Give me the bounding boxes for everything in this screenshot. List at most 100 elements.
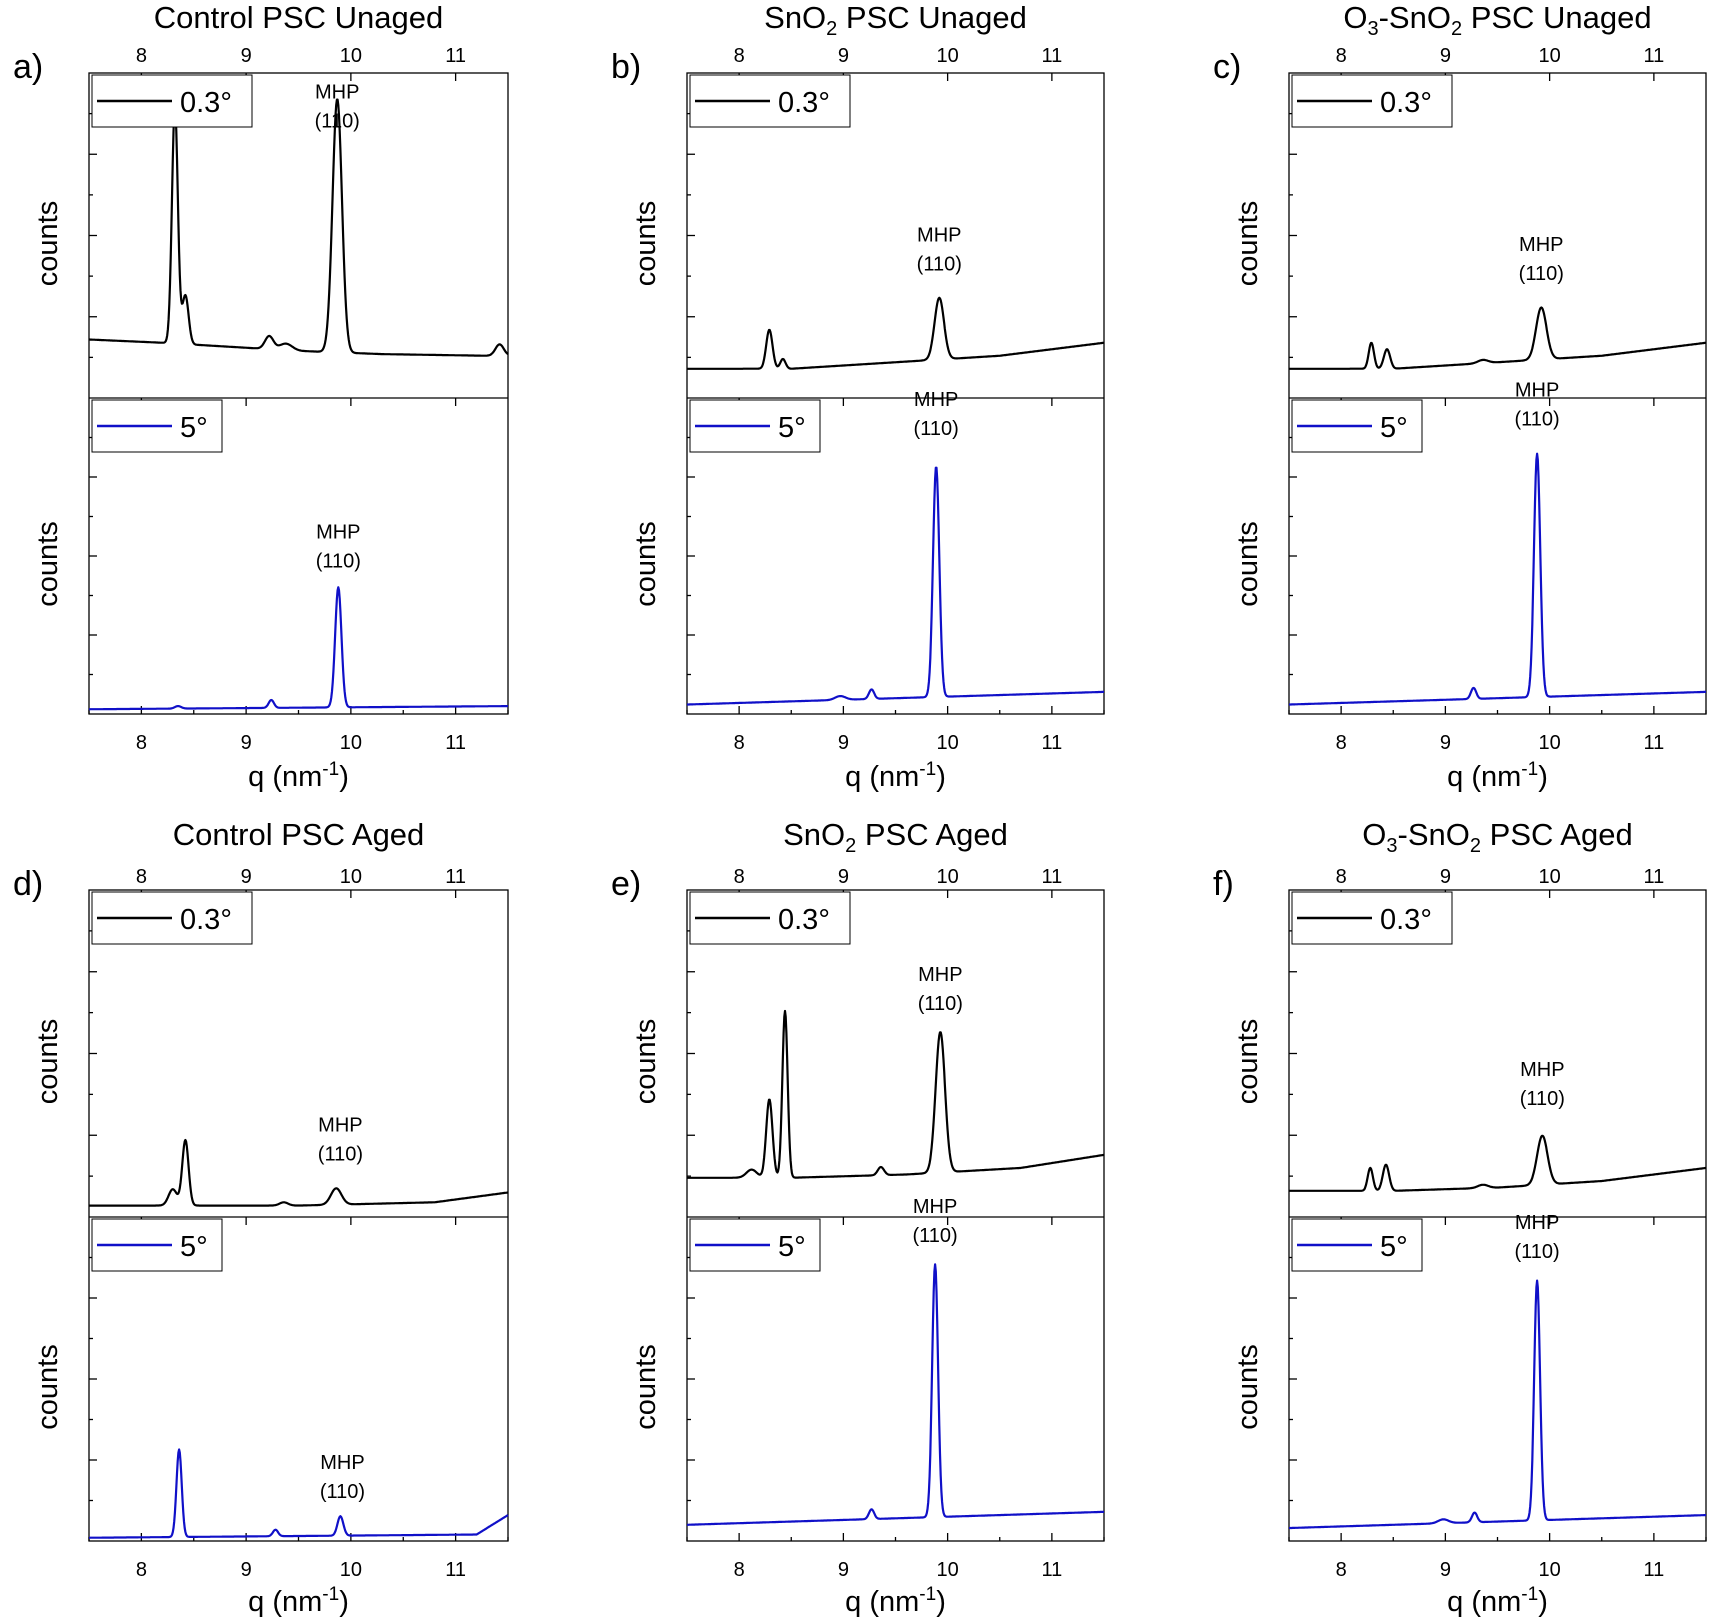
subplot-5deg: counts 5° MHP (110) xyxy=(1232,1212,1707,1530)
legend: 5° xyxy=(91,399,223,453)
legend: 5° xyxy=(91,1218,223,1272)
x-tick-label-bottom: 10 xyxy=(937,1559,959,1581)
panel-letter: d) xyxy=(13,865,43,903)
x-tick-label-top: 10 xyxy=(340,45,362,67)
x-tick-label-top: 8 xyxy=(734,866,745,888)
x-tick-label-top: 9 xyxy=(241,866,252,888)
y-axis-label: counts xyxy=(1232,1019,1264,1104)
series-line-5deg xyxy=(1288,452,1707,706)
subplot-5deg: counts 5° MHP (110) xyxy=(1232,379,1707,706)
peak-annotation-index: (110) xyxy=(914,418,959,440)
x-tick-label-bottom: 10 xyxy=(1539,732,1561,754)
plot-frame xyxy=(686,889,1105,1542)
x-tick-label-top: 10 xyxy=(937,45,959,67)
subplot-5deg: counts 5° MHP (110) xyxy=(32,1218,509,1539)
y-axis-label: counts xyxy=(630,201,662,286)
y-axis-label: counts xyxy=(1232,201,1264,286)
y-axis-label: counts xyxy=(630,1019,662,1104)
panel-letter: f) xyxy=(1213,865,1234,903)
x-tick-label-top: 8 xyxy=(136,866,147,888)
peak-annotation: MHP xyxy=(315,81,359,103)
x-tick-label-bottom: 10 xyxy=(1539,1559,1561,1581)
series-line-0p3deg xyxy=(88,1138,509,1207)
x-tick-label-bottom: 9 xyxy=(241,1559,252,1581)
legend-label: 5° xyxy=(778,1231,806,1263)
series-line-0p3deg xyxy=(88,98,509,357)
legend: 0.3° xyxy=(91,74,253,128)
x-tick-label-top: 9 xyxy=(838,45,849,67)
plot-frame xyxy=(1288,889,1707,1542)
series-line-0p3deg xyxy=(1288,306,1707,370)
x-tick-label-bottom: 10 xyxy=(340,1559,362,1581)
peak-annotation-index: (110) xyxy=(917,253,962,275)
x-tick-label-bottom: 9 xyxy=(1440,1559,1451,1581)
series-line-0p3deg xyxy=(1288,1134,1707,1192)
panel-d: d) Control PSC Aged 8 8 9 9 10 10 11 11 q (nm-1) co… xyxy=(13,817,509,1617)
peak-annotation-index: (110) xyxy=(315,110,360,132)
x-tick-label-top: 11 xyxy=(1643,866,1664,888)
y-axis-label: counts xyxy=(630,521,662,606)
peak-annotation: MHP xyxy=(1519,234,1563,256)
peak-annotation: MHP xyxy=(918,964,962,986)
series-line-5deg xyxy=(686,466,1105,706)
peak-annotation: MHP xyxy=(318,1114,362,1136)
x-tick-label-bottom: 11 xyxy=(445,1559,466,1581)
legend: 5° xyxy=(689,1218,821,1272)
peak-annotation-index: (110) xyxy=(1515,1241,1560,1263)
subplot-0p3deg: counts 0.3° MHP (110) xyxy=(32,891,509,1207)
peak-annotation-index: (110) xyxy=(318,1143,363,1165)
legend-label: 0.3° xyxy=(180,87,232,119)
x-tick-label-bottom: 8 xyxy=(1336,1559,1347,1581)
x-tick-label-bottom: 10 xyxy=(937,732,959,754)
subplot-0p3deg: counts 0.3° MHP (110) xyxy=(32,74,509,359)
x-tick-label-top: 9 xyxy=(1440,866,1451,888)
x-tick-label-bottom: 11 xyxy=(445,732,466,754)
x-tick-label-top: 11 xyxy=(445,866,466,888)
x-tick-label-top: 10 xyxy=(937,866,959,888)
x-tick-label-top: 11 xyxy=(1643,45,1664,67)
panel-title: SnO2 PSC Unaged xyxy=(764,0,1027,40)
x-axis-label: q (nm-1) xyxy=(845,1584,946,1617)
plot-frame xyxy=(1288,72,1707,715)
legend-label: 0.3° xyxy=(180,904,232,936)
peak-annotation: MHP xyxy=(320,1452,364,1474)
x-tick-label-top: 8 xyxy=(1336,866,1347,888)
plot-frame xyxy=(88,889,509,1542)
series-line-5deg xyxy=(88,1448,509,1539)
panel-e: e) SnO2 PSC Aged 8 8 9 9 10 10 11 11 q (nm-1) count… xyxy=(611,817,1105,1617)
panel-letter: e) xyxy=(611,865,641,903)
x-tick-label-top: 10 xyxy=(1539,45,1561,67)
x-axis-label: q (nm-1) xyxy=(1447,759,1548,793)
panel-letter: b) xyxy=(611,48,641,86)
subplot-0p3deg: counts 0.3° MHP (110) xyxy=(1232,891,1707,1192)
panel-title: O3-SnO2 PSC Aged xyxy=(1362,817,1632,857)
x-tick-label-bottom: 8 xyxy=(734,732,745,754)
x-tick-label-top: 11 xyxy=(1041,45,1062,67)
panel-title: O3-SnO2 PSC Unaged xyxy=(1343,0,1651,40)
series-line-5deg xyxy=(88,586,509,711)
x-axis-label: q (nm-1) xyxy=(1447,1584,1548,1617)
peak-annotation: MHP xyxy=(1520,1059,1564,1081)
y-axis-label: counts xyxy=(32,521,64,606)
x-tick-label-bottom: 9 xyxy=(838,732,849,754)
x-tick-label-top: 8 xyxy=(734,45,745,67)
legend-label: 0.3° xyxy=(1380,904,1432,936)
x-tick-label-top: 8 xyxy=(1336,45,1347,67)
x-tick-label-top: 8 xyxy=(136,45,147,67)
legend-label: 5° xyxy=(778,412,806,444)
x-tick-label-top: 9 xyxy=(838,866,849,888)
y-axis-label: counts xyxy=(1232,521,1264,606)
panel-a: a) Control PSC Unaged 8 8 9 9 10 10 11 11 q (nm-1)… xyxy=(13,0,509,793)
peak-annotation-index: (110) xyxy=(918,993,963,1015)
legend-label: 0.3° xyxy=(1380,87,1432,119)
legend-label: 5° xyxy=(1380,1231,1408,1263)
legend: 5° xyxy=(1291,399,1423,453)
legend-label: 5° xyxy=(1380,412,1408,444)
peak-annotation-index: (110) xyxy=(1515,408,1560,430)
peak-annotation-index: (110) xyxy=(1520,1088,1565,1110)
legend-label: 0.3° xyxy=(778,904,830,936)
peak-annotation-index: (110) xyxy=(320,1481,365,1503)
x-tick-label-top: 11 xyxy=(445,45,466,67)
x-tick-label-bottom: 9 xyxy=(241,732,252,754)
